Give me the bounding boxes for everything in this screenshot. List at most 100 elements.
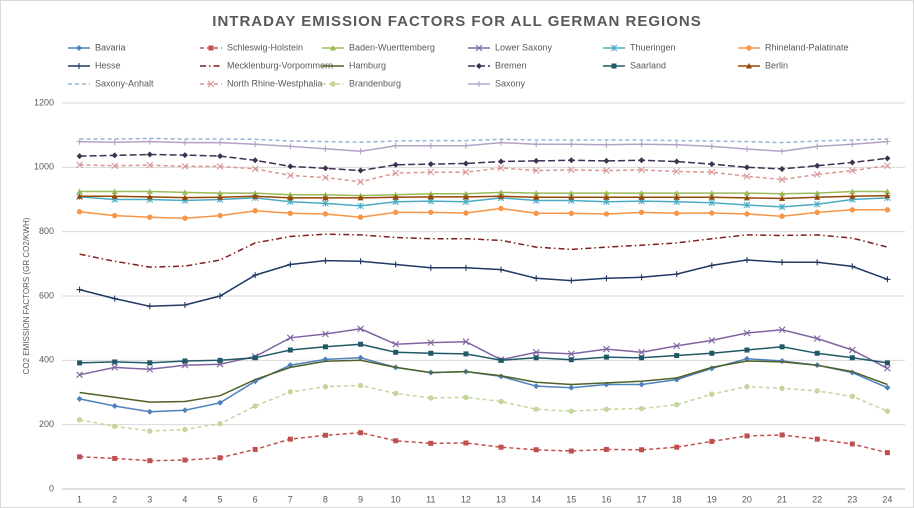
data-point bbox=[322, 344, 328, 350]
data-point bbox=[428, 350, 434, 356]
data-point bbox=[462, 160, 469, 167]
legend-label: Bavaria bbox=[95, 42, 126, 52]
data-point bbox=[638, 141, 645, 148]
data-point bbox=[181, 139, 188, 146]
data-point bbox=[462, 193, 469, 200]
data-point bbox=[111, 403, 118, 410]
data-point bbox=[743, 329, 751, 337]
data-point bbox=[76, 417, 83, 423]
data-point bbox=[603, 446, 609, 452]
data-point bbox=[146, 151, 153, 158]
data-point bbox=[884, 384, 891, 391]
data-point bbox=[533, 275, 540, 282]
data-point bbox=[673, 402, 680, 408]
data-point bbox=[252, 190, 259, 196]
data-point bbox=[533, 383, 540, 390]
data-point bbox=[322, 194, 329, 201]
data-point bbox=[603, 167, 610, 174]
data-point bbox=[779, 385, 785, 392]
data-point bbox=[217, 194, 224, 200]
data-point bbox=[603, 157, 610, 164]
data-point bbox=[674, 353, 680, 359]
data-point bbox=[674, 444, 680, 450]
y-tick-label: 800 bbox=[39, 226, 54, 236]
data-point bbox=[76, 193, 83, 199]
data-point bbox=[181, 407, 188, 414]
legend-label: Brandenburg bbox=[349, 78, 401, 88]
data-point bbox=[533, 406, 539, 412]
x-tick-label: 17 bbox=[637, 494, 647, 504]
data-point bbox=[638, 166, 645, 174]
data-point bbox=[287, 389, 294, 395]
data-point bbox=[463, 210, 469, 216]
data-point bbox=[392, 169, 400, 177]
data-point bbox=[497, 164, 505, 172]
data-point bbox=[639, 355, 645, 361]
data-point bbox=[568, 384, 575, 391]
data-point bbox=[743, 194, 750, 201]
data-point bbox=[147, 214, 153, 220]
series-line bbox=[79, 431, 888, 462]
data-point bbox=[357, 167, 364, 174]
data-point bbox=[673, 194, 680, 200]
data-point bbox=[744, 433, 750, 439]
data-point bbox=[427, 190, 434, 197]
data-point bbox=[111, 188, 118, 194]
x-tick-label: 7 bbox=[288, 494, 293, 504]
data-point bbox=[146, 188, 153, 194]
data-point bbox=[884, 207, 891, 213]
data-point bbox=[743, 256, 750, 263]
data-point bbox=[638, 405, 645, 412]
data-point bbox=[849, 263, 856, 270]
data-point bbox=[322, 191, 329, 198]
data-point bbox=[603, 190, 610, 196]
data-point bbox=[463, 351, 469, 357]
data-point bbox=[357, 202, 364, 210]
data-point bbox=[708, 143, 715, 150]
legend-marker bbox=[610, 44, 618, 52]
data-point bbox=[182, 457, 188, 463]
legend-label: Saxony bbox=[495, 78, 526, 88]
data-point bbox=[498, 139, 505, 146]
x-tick-label: 20 bbox=[742, 494, 752, 504]
data-point bbox=[533, 447, 539, 453]
data-point bbox=[568, 157, 575, 164]
legend-label: Saxony-Anhalt bbox=[95, 78, 154, 88]
data-point bbox=[603, 141, 610, 148]
data-point bbox=[147, 360, 153, 366]
data-point bbox=[146, 193, 153, 200]
data-point bbox=[76, 395, 83, 402]
data-point bbox=[252, 193, 259, 199]
data-point bbox=[533, 194, 540, 200]
legend-label: Thueringen bbox=[630, 42, 676, 52]
data-point bbox=[778, 326, 786, 334]
data-point bbox=[848, 346, 856, 354]
data-point bbox=[498, 357, 504, 363]
data-point bbox=[287, 210, 294, 217]
data-point bbox=[217, 357, 223, 363]
data-point bbox=[778, 176, 786, 183]
data-point bbox=[427, 161, 434, 168]
x-tick-label: 10 bbox=[391, 494, 401, 504]
data-point bbox=[709, 391, 715, 397]
data-point bbox=[743, 145, 750, 152]
data-point bbox=[779, 259, 786, 266]
data-point bbox=[673, 271, 680, 278]
data-point bbox=[567, 166, 575, 174]
data-point bbox=[884, 450, 890, 456]
chart-title: INTRADAY EMISSION FACTORS FOR ALL GERMAN… bbox=[212, 13, 701, 30]
data-point bbox=[217, 190, 224, 196]
series-line bbox=[79, 196, 888, 208]
data-point bbox=[814, 259, 821, 266]
data-point bbox=[182, 215, 188, 221]
x-tick-label: 8 bbox=[323, 494, 328, 504]
legend-marker bbox=[330, 81, 336, 87]
legend-label: Baden-Wuerttemberg bbox=[349, 42, 435, 52]
data-point bbox=[182, 426, 188, 433]
legend-marker bbox=[611, 63, 617, 69]
data-point bbox=[498, 444, 504, 450]
data-point bbox=[217, 455, 223, 461]
data-point bbox=[111, 139, 118, 146]
data-point bbox=[287, 163, 294, 170]
y-tick-label: 1200 bbox=[34, 97, 54, 107]
